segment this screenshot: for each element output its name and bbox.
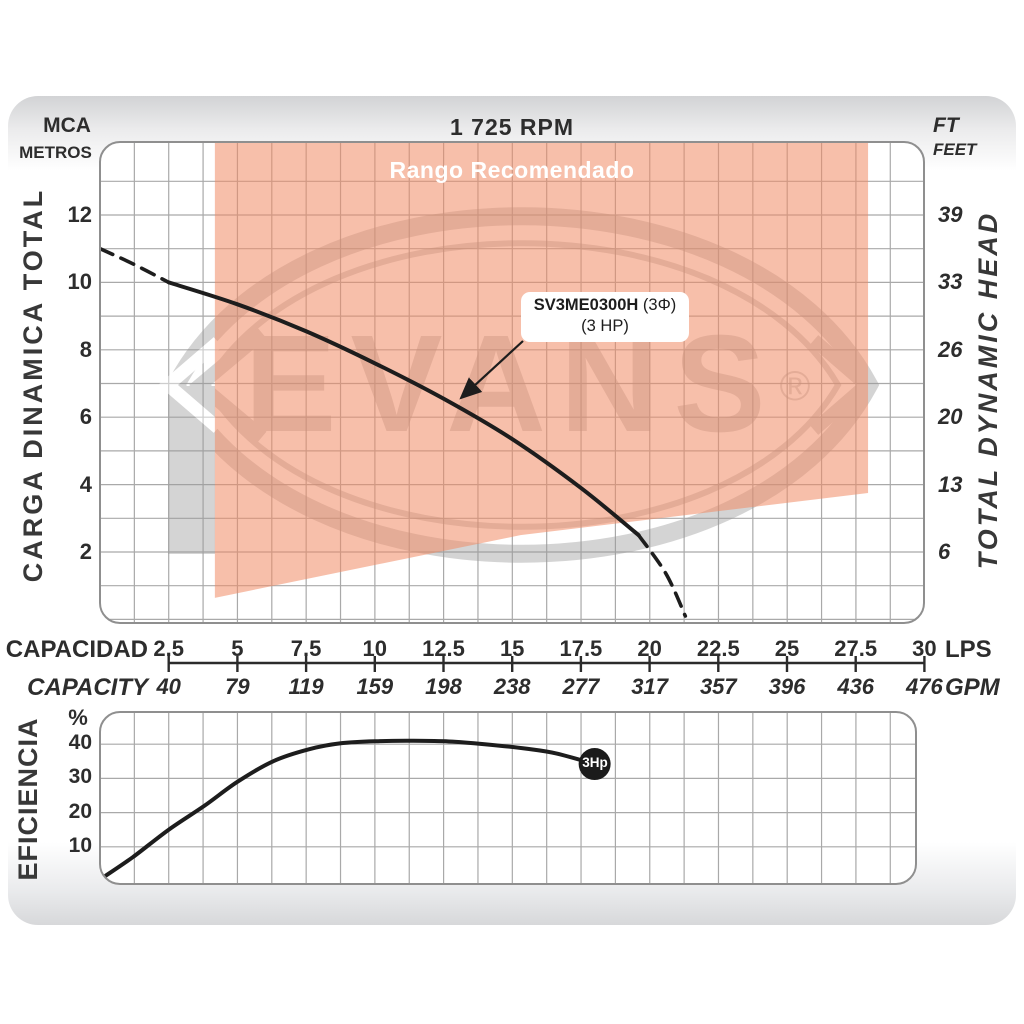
x-tick-lps: 7.5	[290, 636, 322, 661]
head-plot-border	[99, 141, 925, 624]
head-dashed-lead-in	[100, 246, 171, 285]
x-tick-lps: 17.5	[559, 636, 603, 661]
x-axis-unit-gpm: GPM	[945, 674, 1000, 701]
x-tick-lps: 27.5	[834, 636, 878, 661]
y-tick-mca: 8	[79, 336, 92, 362]
y-tick-mca: 6	[79, 404, 92, 430]
x-tick-lps: 25	[774, 636, 800, 661]
x-tick-gpm: 396	[768, 674, 806, 699]
watermark-band	[168, 386, 215, 554]
y-tick-efficiency: 30	[68, 765, 92, 789]
efficiency-curve-group	[103, 738, 611, 878]
left-axis-title: CARGA DINAMICA TOTAL	[18, 187, 48, 583]
y-tick-mca: 10	[67, 269, 92, 295]
head-solid	[166, 280, 641, 538]
logo-left-chevron-gap	[158, 337, 223, 433]
y-tick-ft: 33	[938, 269, 963, 295]
x-tick-lps: 20	[637, 636, 662, 661]
x-tick-lps: 15	[499, 636, 525, 661]
x-tick-gpm: 79	[225, 674, 250, 699]
left-unit-metros: METROS	[19, 143, 92, 162]
model-code: SV3ME0300H	[533, 296, 639, 314]
right-unit-feet: FEET	[933, 140, 977, 159]
curve-model-label: SV3ME0300H (3Φ) (3 HP)	[521, 292, 689, 342]
y-tick-mca: 12	[67, 202, 92, 227]
y-tick-mca: 4	[79, 471, 92, 497]
y-tick-ft: 39	[938, 202, 963, 227]
x-tick-gpm: 436	[837, 674, 875, 699]
recommended-range-region	[214, 142, 869, 598]
model-phase: (3Φ)	[642, 296, 677, 314]
curve-model-line1: SV3ME0300H (3Φ)	[521, 295, 689, 316]
x-axis-label-capacity: CAPACITY	[27, 674, 148, 701]
efficiency-plot-border	[99, 711, 917, 885]
model-power: (3 HP)	[581, 317, 629, 336]
chart-title-rpm: 1 725 RPM	[449, 114, 575, 140]
head-dashed-tail	[636, 533, 688, 618]
efficiency-curve	[103, 738, 597, 878]
y-tick-ft: 6	[938, 539, 951, 564]
capacity-axis	[167, 656, 926, 672]
x-tick-gpm: 317	[631, 674, 668, 699]
y-tick-mca: 2	[79, 539, 92, 564]
y-tick-ft: 13	[938, 471, 963, 497]
efficiency-plot-grid	[100, 712, 916, 884]
x-tick-lps: 10	[362, 636, 388, 661]
x-tick-gpm: 238	[493, 674, 531, 699]
x-tick-gpm: 40	[156, 674, 181, 699]
power-marker-label: 3Hp	[582, 755, 608, 770]
y-tick-ft: 26	[938, 336, 963, 362]
x-tick-lps: 12.5	[422, 636, 465, 661]
recommended-range-label: Rango Recomendado	[389, 157, 635, 183]
x-tick-gpm: 159	[356, 674, 394, 699]
x-tick-lps: 30	[912, 636, 937, 661]
curve-model-line2: (3 HP)	[521, 316, 689, 337]
right-unit-ft: FT	[933, 114, 959, 137]
x-tick-gpm: 357	[699, 674, 737, 699]
x-tick-gpm: 119	[288, 674, 324, 699]
efficiency-axis-title: EFICIENCIA	[13, 717, 43, 881]
x-tick-gpm: 476	[906, 674, 943, 699]
x-tick-lps: 2.5	[153, 636, 184, 661]
x-axis-unit-lps: LPS	[945, 636, 992, 663]
recommended-range-layer	[214, 142, 869, 598]
x-tick-gpm: 198	[425, 674, 462, 699]
left-unit-mca: MCA	[43, 114, 91, 137]
y-tick-ft: 20	[938, 404, 963, 430]
efficiency-unit-percent: %	[68, 705, 88, 730]
efficiency-plot-area	[100, 712, 916, 884]
x-tick-lps: 5	[231, 636, 244, 661]
x-tick-lps: 22.5	[696, 636, 740, 661]
curve-label-arrow	[459, 340, 524, 400]
y-tick-efficiency: 10	[68, 833, 92, 857]
head-curves	[100, 246, 688, 618]
x-tick-gpm: 277	[562, 674, 600, 699]
power-marker-circle	[578, 748, 611, 781]
y-tick-efficiency: 20	[68, 799, 92, 823]
y-tick-efficiency: 40	[68, 731, 92, 755]
x-axis-label-capacidad: CAPACIDAD	[5, 636, 148, 663]
